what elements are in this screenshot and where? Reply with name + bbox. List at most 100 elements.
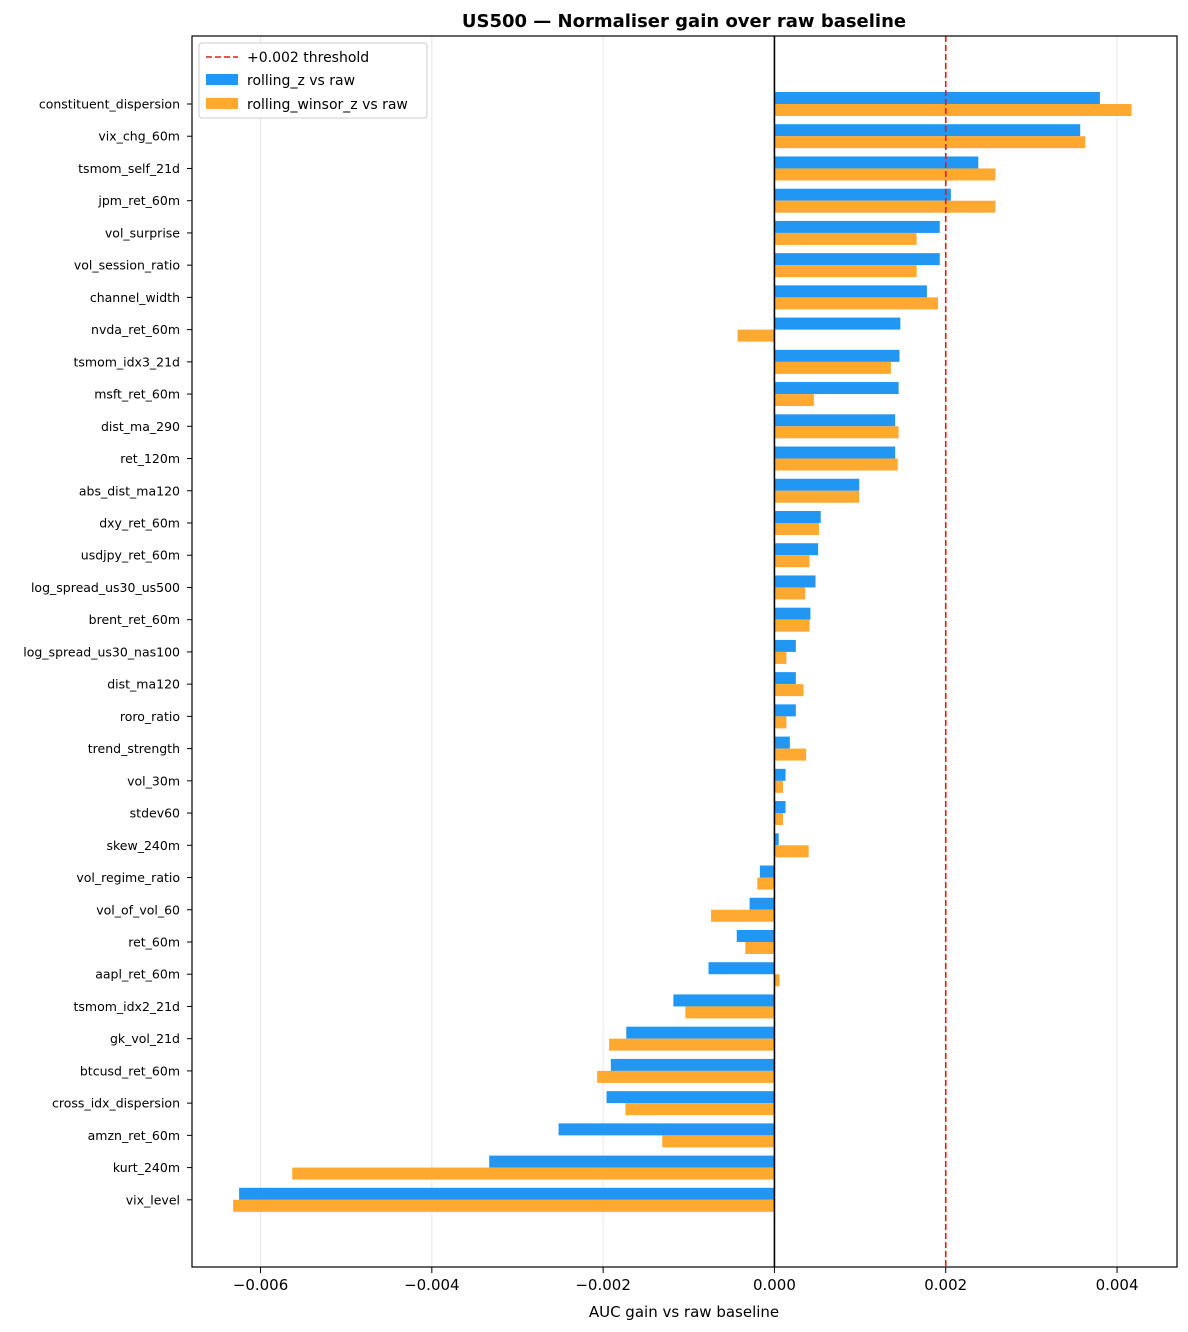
y-axis: constituent_dispersion vix_chg_60m tsmom_s… (23, 97, 192, 1207)
x-tick-label: −0.004 (404, 1276, 460, 1294)
bar-rolling-z (774, 253, 940, 266)
bar-rolling-z (626, 1026, 775, 1039)
bar-rolling-z (774, 220, 940, 233)
bar-rolling-winsor-z (774, 136, 1086, 149)
y-tick-label: tsmom_idx3_21d (73, 354, 180, 369)
y-tick-label: msft_ret_60m (94, 387, 180, 402)
bar-rolling-z (774, 543, 819, 556)
y-tick-label: nvda_ret_60m (91, 322, 180, 337)
bar-rolling-z (774, 188, 951, 201)
y-tick-label: vol_surprise (105, 225, 180, 240)
y-tick-label: tsmom_self_21d (78, 161, 180, 176)
bar-rolling-winsor-z (774, 232, 917, 245)
bar-rolling-z (774, 124, 1081, 137)
bar-rolling-winsor-z (757, 877, 775, 890)
bar-rolling-winsor-z (774, 555, 810, 568)
y-tick-label: roro_ratio (120, 709, 180, 724)
legend-swatch-rolling-winsor-z (206, 98, 238, 109)
bar-rolling-z (774, 510, 821, 523)
bar-rolling-winsor-z (774, 813, 783, 826)
legend-box (198, 42, 428, 119)
y-tick-label: channel_width (90, 290, 180, 305)
bar-rolling-z (708, 962, 775, 975)
y-tick-label: usdjpy_ret_60m (81, 548, 180, 563)
y-tick-label: amzn_ret_60m (88, 1128, 180, 1143)
y-tick-label: cross_idx_dispersion (52, 1096, 180, 1111)
y-tick-label: log_spread_us30_us500 (31, 580, 180, 595)
bar-rolling-z (774, 156, 979, 169)
bar-rolling-winsor-z (774, 780, 783, 793)
chart-title: US500 — Normaliser gain over raw baselin… (462, 11, 906, 32)
y-tick-label: vol_30m (127, 773, 180, 788)
bar-rolling-winsor-z (774, 716, 787, 729)
y-tick-label: log_spread_us30_nas100 (23, 644, 180, 659)
bar-rolling-winsor-z (774, 490, 860, 503)
y-tick-label: vol_regime_ratio (76, 870, 180, 885)
bars (233, 92, 1132, 1212)
bar-rolling-winsor-z (745, 941, 775, 954)
bar-rolling-z (749, 897, 775, 910)
x-tick-label: −0.002 (575, 1276, 631, 1294)
x-tick-label: 0.002 (924, 1276, 967, 1294)
bar-rolling-z (774, 704, 796, 717)
bar-rolling-z (774, 414, 896, 427)
bar-rolling-winsor-z (774, 458, 898, 471)
x-tick-label: −0.006 (233, 1276, 289, 1294)
y-tick-label: ret_120m (120, 451, 180, 466)
bar-rolling-winsor-z (737, 329, 775, 342)
bar-rolling-winsor-z (774, 297, 939, 310)
y-tick-label: constituent_dispersion (39, 97, 180, 112)
y-tick-label: vol_session_ratio (74, 258, 180, 273)
bar-rolling-winsor-z (774, 394, 814, 407)
bar-rolling-z (774, 92, 1100, 104)
y-tick-label: skew_240m (106, 838, 180, 853)
y-tick-label: trend_strength (88, 741, 180, 756)
legend-threshold-label: +0.002 threshold (247, 50, 369, 66)
x-tick-label: 0.000 (753, 1276, 796, 1294)
y-tick-label: gk_vol_21d (110, 1031, 180, 1046)
bar-rolling-z (774, 446, 896, 459)
bar-rolling-winsor-z (774, 845, 809, 858)
bar-rolling-z (774, 768, 786, 781)
bar-rolling-winsor-z (774, 426, 899, 439)
y-tick-label: tsmom_idx2_21d (73, 999, 180, 1014)
y-tick-label: dxy_ret_60m (99, 515, 180, 530)
x-axis: −0.006 −0.004 −0.002 0.000 0.002 0.004 (233, 1267, 1139, 1294)
bar-rolling-z (610, 1058, 775, 1071)
bar-rolling-winsor-z (597, 1070, 775, 1083)
bar-rolling-winsor-z (662, 1135, 775, 1148)
bar-rolling-winsor-z (774, 104, 1132, 116)
bar-rolling-z (239, 1187, 775, 1200)
bar-rolling-winsor-z (292, 1167, 775, 1180)
bar-rolling-winsor-z (774, 200, 996, 213)
bar-rolling-z (759, 865, 775, 878)
bar-rolling-winsor-z (774, 361, 891, 374)
bar-rolling-winsor-z (233, 1199, 775, 1212)
bar-rolling-z (774, 575, 816, 588)
bar-rolling-z (774, 285, 927, 298)
y-tick-label: btcusd_ret_60m (80, 1063, 180, 1078)
y-tick-label: kurt_240m (113, 1160, 180, 1175)
y-tick-label: aapl_ret_60m (95, 967, 180, 982)
y-tick-label: stdev60 (130, 806, 180, 821)
y-tick-label: dist_ma_290 (101, 419, 180, 434)
legend-label-rolling-winsor-z: rolling_winsor_z vs raw (247, 97, 408, 113)
bar-rolling-z (774, 349, 900, 362)
bar-rolling-winsor-z (774, 684, 804, 697)
bar-rolling-z (774, 382, 899, 395)
bar-rolling-z (774, 478, 860, 491)
bar-rolling-winsor-z (625, 1103, 775, 1116)
bar-rolling-z (489, 1155, 775, 1168)
bar-rolling-z (774, 672, 796, 685)
bar-rolling-z (774, 801, 786, 814)
y-tick-label: brent_ret_60m (89, 612, 180, 627)
legend: +0.002 threshold rolling_z vs raw rollin… (198, 42, 428, 119)
bar-rolling-winsor-z (609, 1038, 775, 1051)
bar-rolling-z (736, 929, 775, 942)
bar-rolling-winsor-z (774, 619, 810, 632)
bar-rolling-z (774, 607, 811, 620)
bar-rolling-winsor-z (711, 909, 775, 922)
y-tick-label: jpm_ret_60m (97, 193, 180, 208)
bar-rolling-z (774, 736, 790, 749)
y-tick-label: vol_of_vol_60 (96, 902, 180, 917)
